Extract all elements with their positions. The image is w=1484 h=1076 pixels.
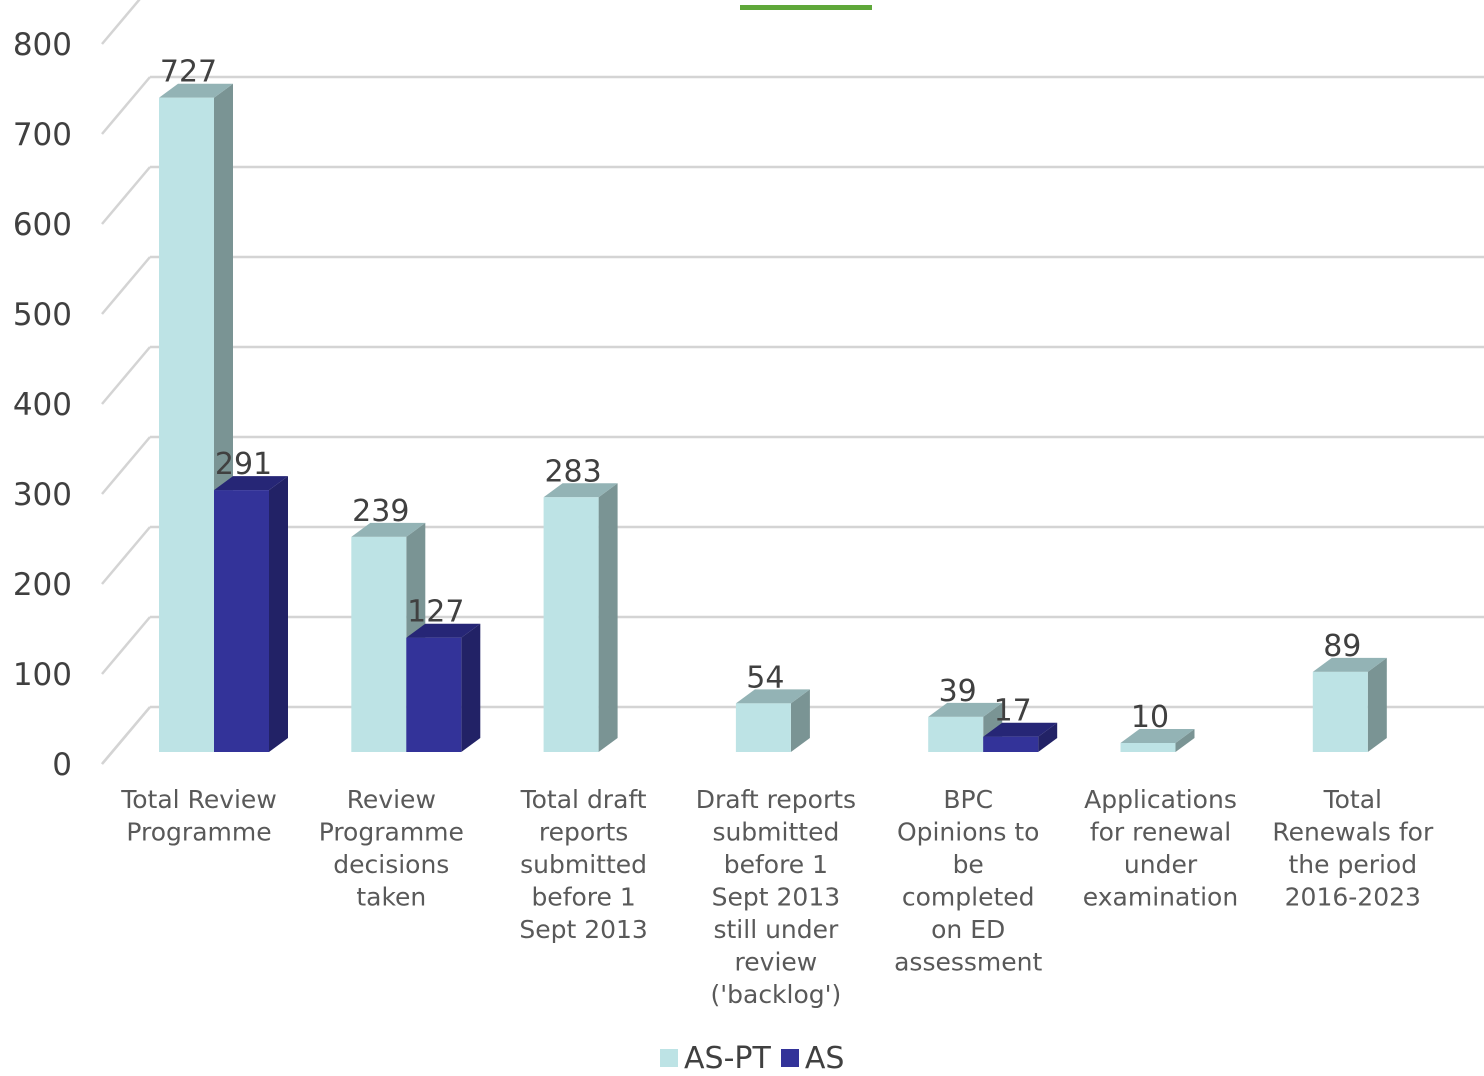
gridline-side	[101, 76, 151, 135]
bar-top	[928, 702, 1003, 717]
gridline-side	[101, 0, 141, 45]
gridline-side	[101, 166, 151, 225]
bar-front	[1312, 671, 1368, 752]
category-label: Review Programme decisions taken	[319, 785, 464, 912]
y-tick-label: 400	[13, 387, 72, 423]
floor-edge	[101, 706, 151, 765]
legend-label-as: AS	[804, 1040, 845, 1076]
legend-label-as-pt: AS-PT	[684, 1040, 771, 1076]
y-tick-label: 700	[13, 117, 72, 153]
bar-top	[214, 476, 288, 491]
bar-front	[406, 637, 462, 752]
bar-side	[269, 476, 288, 752]
category-label: Applications for renewal under examination	[1083, 785, 1238, 912]
y-tick-label: 0	[52, 747, 72, 783]
bar-top	[543, 483, 618, 498]
gridline-side	[101, 526, 151, 585]
y-tick-label: 100	[13, 657, 72, 693]
gridline-side	[101, 346, 151, 405]
category-label: Total draft reports submitted before 1 Sept …	[519, 785, 648, 944]
bar-top	[1120, 729, 1195, 743]
data-label: 89	[1323, 629, 1361, 664]
legend-item-as: AS	[780, 1040, 845, 1076]
bar-front	[928, 716, 984, 752]
data-label: 10	[1131, 700, 1169, 735]
data-label: 127	[407, 595, 464, 630]
bar-as-pt-2	[543, 483, 618, 752]
legend-item-as-pt: AS-PT	[660, 1041, 771, 1076]
data-label: 239	[352, 494, 409, 529]
bar-as-pt-3	[735, 689, 810, 752]
legend-swatch-as	[780, 1049, 799, 1067]
category-label: Total Review Programme	[120, 785, 277, 847]
gridline-side	[101, 616, 151, 675]
category-label: Total Renewals for the period 2016-2023	[1272, 785, 1434, 912]
y-axis-ticks: 0 100 200 300 400 500 600 700 800	[13, 27, 72, 783]
data-label: 291	[215, 447, 272, 482]
bar-side	[1367, 657, 1387, 752]
bar-top	[1312, 657, 1387, 672]
bar-front	[1120, 743, 1176, 752]
bar-front	[351, 536, 407, 752]
legend: AS-PT AS	[660, 1040, 844, 1076]
bar-top	[159, 83, 233, 98]
y-tick-label: 600	[13, 207, 72, 243]
top-accent-line	[740, 5, 872, 10]
bars	[159, 83, 1387, 752]
bar-as-pt-6	[1312, 657, 1387, 752]
gridlines	[101, 0, 1484, 765]
y-tick-label: 500	[13, 297, 72, 333]
data-label: 39	[939, 674, 977, 709]
data-label: 283	[544, 454, 601, 489]
bar-front	[983, 736, 1039, 752]
bar-as-1	[406, 623, 481, 752]
bar-front	[543, 497, 599, 752]
bar-top	[735, 689, 810, 704]
bar-as-pt-4	[928, 702, 1003, 752]
bar-side	[598, 483, 618, 752]
category-label: BPC Opinions to be completed on ED assessment	[894, 785, 1042, 977]
bar-top	[406, 623, 481, 638]
bar-top	[351, 522, 426, 537]
bar-side	[1038, 722, 1058, 752]
category-label: Draft reports submitted before 1 Sept 2013 s…	[696, 785, 856, 1009]
y-tick-label: 800	[13, 27, 72, 63]
legend-swatch-as-pt	[660, 1049, 678, 1067]
x-axis-categories: Total Review Programme Review Programme deci…	[120, 785, 1434, 1009]
bar-top	[983, 722, 1058, 737]
data-labels: 727 239 283 54 39 10 89 291 127 17	[160, 55, 1362, 735]
y-tick-label: 300	[13, 477, 72, 513]
bar-as-0	[214, 476, 288, 752]
data-label: 54	[746, 660, 784, 695]
gridline-side	[101, 256, 151, 315]
gridline-side	[101, 436, 151, 495]
bar-front	[214, 490, 269, 752]
data-label: 727	[160, 55, 217, 90]
bar-front	[735, 703, 791, 752]
bar-side	[461, 623, 481, 752]
bar-as-4	[983, 722, 1058, 752]
y-tick-label: 200	[13, 567, 72, 603]
bar-side	[1175, 729, 1195, 752]
data-label: 17	[994, 694, 1032, 729]
bar-as-pt-5	[1120, 729, 1195, 752]
bar-side	[790, 689, 810, 752]
bar-front	[159, 97, 214, 752]
